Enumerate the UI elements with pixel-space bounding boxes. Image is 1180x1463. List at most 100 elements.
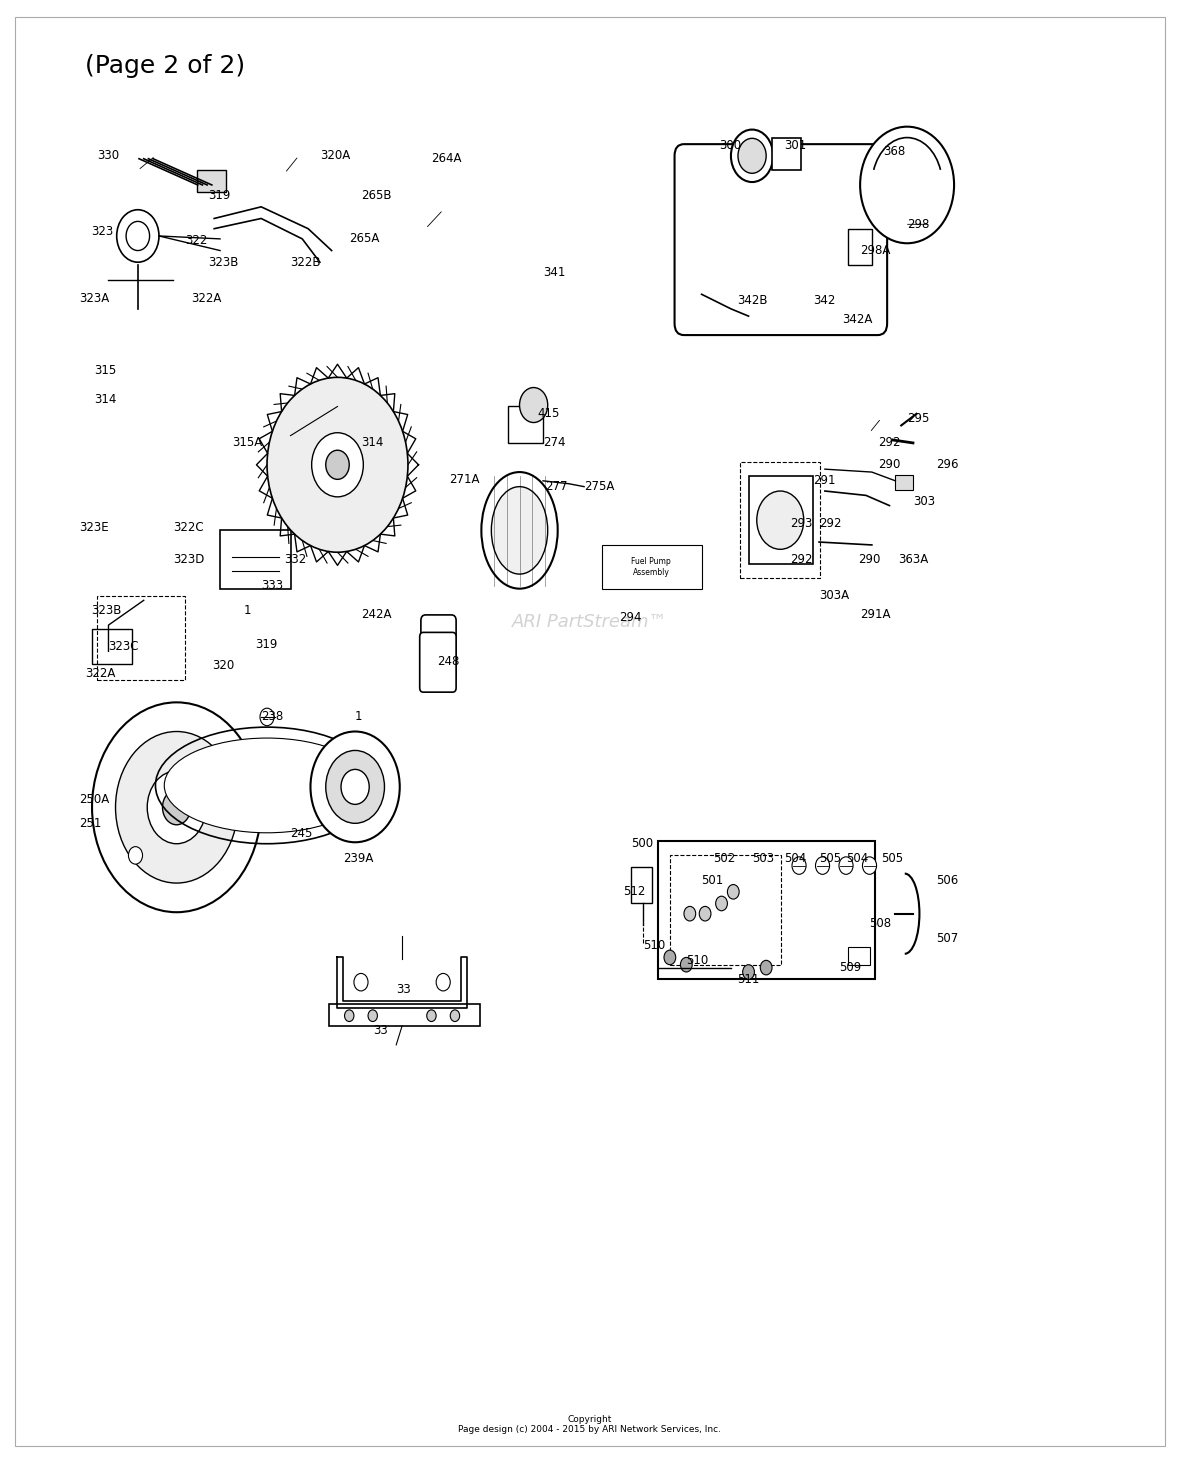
Text: 294: 294 <box>620 612 642 625</box>
Text: 320A: 320A <box>320 149 350 162</box>
Circle shape <box>129 847 143 865</box>
Text: 510: 510 <box>643 939 666 952</box>
Circle shape <box>92 702 261 913</box>
Text: 300: 300 <box>719 139 741 152</box>
Circle shape <box>760 960 772 974</box>
Text: 320: 320 <box>212 660 234 673</box>
Text: 322A: 322A <box>191 293 221 306</box>
Circle shape <box>519 388 548 423</box>
Text: 323D: 323D <box>173 553 204 566</box>
Text: 239A: 239A <box>343 851 374 865</box>
Text: 502: 502 <box>714 851 735 865</box>
Circle shape <box>326 451 349 480</box>
Text: 245: 245 <box>290 827 313 840</box>
Text: 296: 296 <box>937 458 959 471</box>
FancyBboxPatch shape <box>421 614 457 682</box>
Text: 511: 511 <box>736 973 759 986</box>
FancyBboxPatch shape <box>219 531 290 588</box>
Bar <box>848 228 872 265</box>
Text: 504: 504 <box>784 851 806 865</box>
Text: 242A: 242A <box>361 609 392 622</box>
Circle shape <box>681 957 693 971</box>
Text: 333: 333 <box>261 579 283 593</box>
Circle shape <box>427 1009 437 1021</box>
Circle shape <box>742 964 754 979</box>
FancyBboxPatch shape <box>772 139 801 170</box>
Ellipse shape <box>164 737 369 832</box>
Circle shape <box>730 130 773 181</box>
Text: 1: 1 <box>243 604 251 617</box>
Circle shape <box>863 857 877 875</box>
Circle shape <box>368 1009 378 1021</box>
Text: 368: 368 <box>884 145 906 158</box>
Text: 303A: 303A <box>819 590 850 603</box>
Circle shape <box>700 907 712 922</box>
Text: 265A: 265A <box>349 233 380 246</box>
Text: 323C: 323C <box>109 641 139 654</box>
Text: 33: 33 <box>396 983 411 996</box>
Text: 342B: 342B <box>736 294 767 307</box>
Text: 248: 248 <box>438 655 460 669</box>
Text: Fuel Pump
Assembly: Fuel Pump Assembly <box>631 557 671 576</box>
Text: 251: 251 <box>79 816 101 830</box>
Text: 298A: 298A <box>860 244 891 257</box>
Text: 505: 505 <box>819 851 841 865</box>
Text: 1: 1 <box>355 711 362 723</box>
Text: 512: 512 <box>623 885 645 898</box>
Circle shape <box>345 1009 354 1021</box>
Text: 33: 33 <box>373 1024 387 1037</box>
Text: 323A: 323A <box>79 293 110 306</box>
Text: 503: 503 <box>752 851 774 865</box>
FancyBboxPatch shape <box>896 475 913 490</box>
Text: 415: 415 <box>537 407 559 420</box>
Circle shape <box>312 433 363 497</box>
Text: 265B: 265B <box>361 189 392 202</box>
Text: 322A: 322A <box>85 667 116 680</box>
Text: 291: 291 <box>813 474 835 487</box>
Circle shape <box>860 127 955 243</box>
Text: 275A: 275A <box>584 480 615 493</box>
FancyBboxPatch shape <box>848 947 870 964</box>
Text: 290: 290 <box>878 458 900 471</box>
Text: 504: 504 <box>846 851 868 865</box>
Circle shape <box>792 857 806 875</box>
Text: 323: 323 <box>91 225 113 238</box>
Bar <box>329 1004 479 1026</box>
FancyBboxPatch shape <box>197 170 225 192</box>
Text: 323B: 323B <box>209 256 238 269</box>
Text: Copyright: Copyright <box>568 1415 612 1423</box>
Text: 322C: 322C <box>173 521 204 534</box>
Text: 319: 319 <box>255 638 277 651</box>
Text: 298: 298 <box>907 218 930 231</box>
Text: 330: 330 <box>97 149 119 162</box>
Text: 301: 301 <box>784 139 806 152</box>
Circle shape <box>738 139 766 173</box>
Circle shape <box>148 771 206 844</box>
Text: 315: 315 <box>94 363 117 376</box>
FancyBboxPatch shape <box>658 841 876 979</box>
Text: 292: 292 <box>789 553 812 566</box>
Text: Page design (c) 2004 - 2015 by ARI Network Services, Inc.: Page design (c) 2004 - 2015 by ARI Netwo… <box>459 1425 721 1434</box>
Text: 290: 290 <box>858 553 880 566</box>
Circle shape <box>126 221 150 250</box>
Text: 295: 295 <box>907 411 930 424</box>
Text: 501: 501 <box>702 873 723 887</box>
Text: 292: 292 <box>878 436 900 449</box>
FancyBboxPatch shape <box>748 477 813 563</box>
Circle shape <box>116 732 237 884</box>
Text: 506: 506 <box>937 873 958 887</box>
Text: 505: 505 <box>881 851 904 865</box>
Text: 292: 292 <box>819 516 841 530</box>
Circle shape <box>267 377 408 552</box>
Text: 314: 314 <box>94 392 117 405</box>
Circle shape <box>163 790 191 825</box>
Text: 323B: 323B <box>91 604 122 617</box>
Text: 342: 342 <box>813 294 835 307</box>
Text: ARI PartStream™: ARI PartStream™ <box>512 613 668 631</box>
Circle shape <box>451 1009 460 1021</box>
Circle shape <box>664 949 676 964</box>
Circle shape <box>354 973 368 990</box>
Text: 363A: 363A <box>898 553 927 566</box>
Circle shape <box>756 492 804 549</box>
FancyBboxPatch shape <box>507 407 543 443</box>
